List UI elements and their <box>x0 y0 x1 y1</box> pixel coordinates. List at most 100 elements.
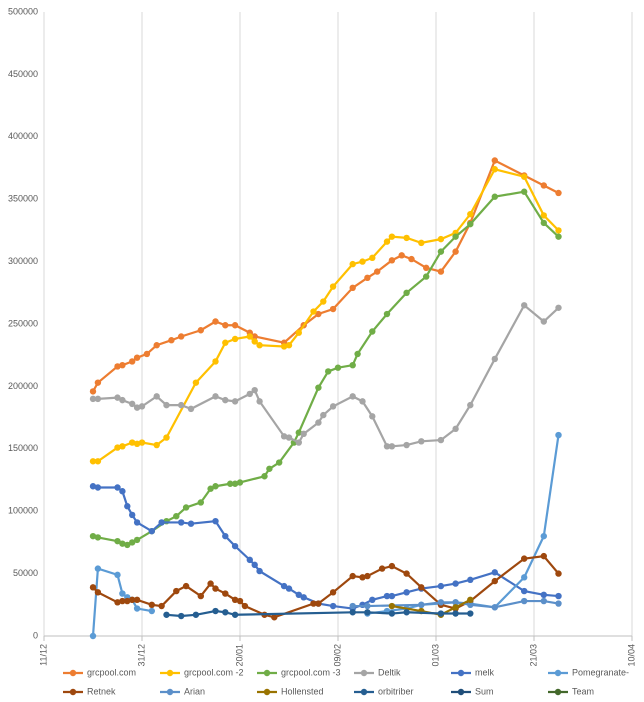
data-point <box>315 419 322 426</box>
data-point <box>374 268 381 275</box>
data-point <box>129 400 136 408</box>
data-point <box>207 485 214 492</box>
data-point <box>231 542 239 550</box>
data-point <box>222 322 229 329</box>
data-point <box>163 401 170 409</box>
data-point <box>388 257 396 264</box>
data-point <box>491 355 498 363</box>
data-point <box>129 358 136 365</box>
series <box>89 302 562 450</box>
legend-item: orbitriber <box>354 686 414 696</box>
data-point <box>423 273 430 280</box>
data-point <box>133 519 141 526</box>
legend-label: Hollensted <box>281 686 324 696</box>
y-tick-label: 150000 <box>8 443 38 453</box>
data-point <box>329 602 337 610</box>
data-point <box>555 600 562 607</box>
data-point <box>437 610 445 617</box>
data-point <box>467 401 474 409</box>
data-point <box>555 227 562 234</box>
data-point <box>491 157 498 164</box>
data-point <box>236 597 244 605</box>
data-point <box>540 182 547 189</box>
data-point <box>271 614 278 621</box>
data-point <box>310 600 317 607</box>
series <box>388 596 474 618</box>
data-point <box>138 439 146 446</box>
data-point <box>114 537 121 545</box>
data-point <box>388 610 396 617</box>
data-point <box>555 592 562 600</box>
legend-item: grcpool.com -2 <box>160 667 244 677</box>
series <box>89 483 562 612</box>
data-point <box>212 358 219 365</box>
data-point <box>349 393 356 400</box>
data-point <box>251 333 258 340</box>
data-point <box>94 458 102 465</box>
y-tick-label: 450000 <box>8 69 38 79</box>
data-point <box>129 439 136 446</box>
data-point <box>148 607 155 615</box>
data-point <box>491 193 498 200</box>
data-point <box>521 302 528 309</box>
data-point <box>231 611 239 618</box>
data-point <box>521 188 528 195</box>
data-point <box>320 411 327 419</box>
data-point <box>383 443 391 450</box>
legend-marker <box>360 669 368 677</box>
data-point <box>452 610 459 617</box>
data-point <box>212 393 219 400</box>
data-point <box>555 304 562 311</box>
data-point <box>423 264 430 272</box>
data-point <box>163 611 170 618</box>
data-point <box>452 604 459 611</box>
legend-marker <box>554 688 562 696</box>
legend-item: Retnek <box>63 686 116 696</box>
data-point <box>398 252 405 259</box>
data-point <box>148 601 155 608</box>
data-point <box>212 483 219 490</box>
data-point <box>187 520 195 527</box>
data-point <box>114 484 121 491</box>
data-point <box>187 405 195 413</box>
data-point <box>222 396 229 404</box>
data-point <box>133 605 141 612</box>
data-point <box>94 565 102 572</box>
data-point <box>231 398 239 405</box>
data-point <box>212 517 219 525</box>
data-point <box>222 532 229 540</box>
data-point <box>300 594 307 601</box>
data-point <box>521 574 528 581</box>
data-point <box>89 632 97 640</box>
series <box>89 188 562 549</box>
data-point <box>89 483 97 490</box>
legend-marker <box>263 688 271 696</box>
legend-label: melk <box>475 667 495 677</box>
data-point <box>364 602 371 610</box>
data-point <box>315 384 322 391</box>
data-point <box>256 342 263 349</box>
data-point <box>129 539 136 546</box>
data-point <box>256 567 263 575</box>
data-point <box>251 338 258 345</box>
data-point <box>192 611 200 618</box>
data-point <box>467 610 474 617</box>
data-point <box>246 556 253 564</box>
data-point <box>231 596 239 604</box>
data-point <box>403 234 410 242</box>
legend-label: Arian <box>184 686 205 696</box>
data-point <box>437 436 445 444</box>
y-tick-label: 250000 <box>8 318 38 328</box>
y-tick-label: 350000 <box>8 194 38 204</box>
data-point <box>178 519 185 526</box>
legend-item: Arian <box>160 686 205 696</box>
data-point <box>349 602 356 610</box>
data-point <box>212 585 219 592</box>
data-point <box>295 329 302 336</box>
y-tick-label: 0 <box>33 630 38 640</box>
data-point <box>403 609 410 616</box>
data-point <box>418 239 425 247</box>
data-point <box>369 413 376 420</box>
